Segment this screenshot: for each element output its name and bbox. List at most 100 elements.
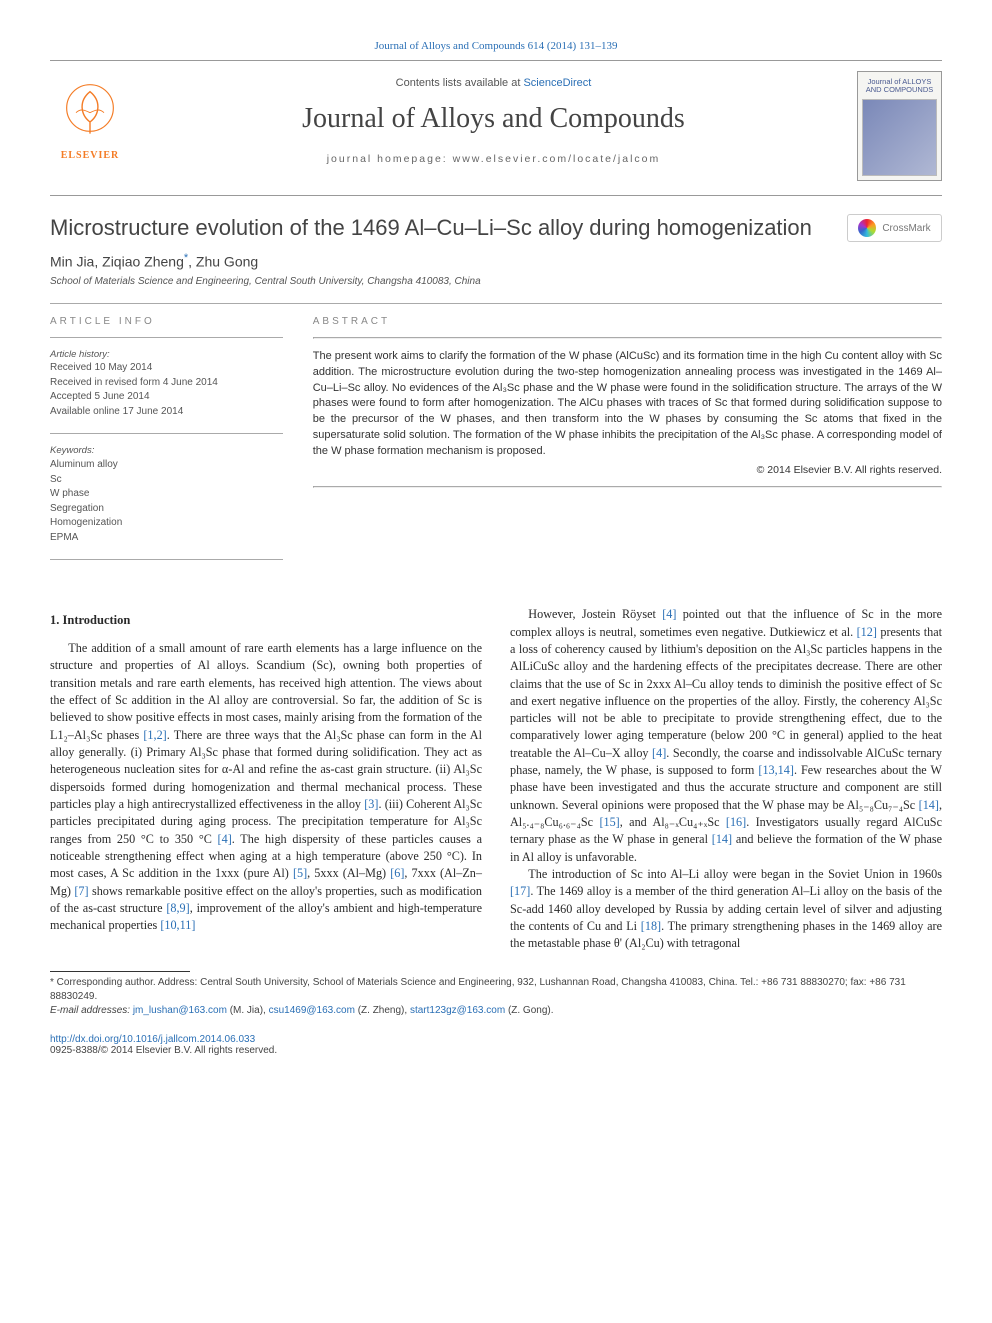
- footnotes: * Corresponding author. Address: Central…: [50, 976, 942, 1018]
- history-block: Article history: Received 10 May 2014 Re…: [50, 348, 283, 420]
- running-citation: Journal of Alloys and Compounds 614 (201…: [50, 40, 942, 52]
- horizontal-rule: [50, 303, 942, 304]
- email-who: (M. Jia): [230, 1005, 263, 1016]
- email-line: E-mail addresses: jm_lushan@163.com (M. …: [50, 1004, 942, 1018]
- info-abstract-row: ARTICLE INFO Article history: Received 1…: [50, 316, 942, 571]
- email-link[interactable]: start123gz@163.com: [410, 1005, 505, 1016]
- identifier-block: http://dx.doi.org/10.1016/j.jallcom.2014…: [50, 1034, 942, 1056]
- text-run: , and Al₈₋ₓCu₄₊ₓSc: [620, 815, 726, 829]
- issn-copyright: 0925-8388/© 2014 Elsevier B.V. All right…: [50, 1045, 942, 1056]
- citation-link[interactable]: [4]: [662, 607, 676, 621]
- corr-asterisk: *: [184, 252, 188, 264]
- citation-link[interactable]: [10,11]: [160, 918, 195, 932]
- homepage-url[interactable]: www.elsevier.com/locate/jalcom: [453, 153, 661, 165]
- author: Ziqiao Zheng: [102, 254, 184, 270]
- citation-link[interactable]: [7]: [74, 884, 88, 898]
- footnote-separator: [50, 971, 190, 972]
- citation-link[interactable]: [8,9]: [166, 901, 189, 915]
- keyword: Segregation: [50, 502, 283, 517]
- keyword: EPMA: [50, 531, 283, 546]
- doi-link[interactable]: http://dx.doi.org/10.1016/j.jallcom.2014…: [50, 1034, 255, 1045]
- journal-cover-thumbnail: Journal of ALLOYS AND COMPOUNDS: [857, 71, 942, 181]
- affiliation: School of Materials Science and Engineer…: [50, 276, 942, 287]
- citation-link[interactable]: [14]: [712, 832, 732, 846]
- citation-link[interactable]: [16]: [726, 815, 746, 829]
- citation-link[interactable]: [1,2]: [143, 728, 166, 742]
- keyword: Homogenization: [50, 516, 283, 531]
- masthead-center: Contents lists available at ScienceDirec…: [150, 71, 837, 165]
- keywords-block: Keywords: Aluminum alloy Sc W phase Segr…: [50, 444, 283, 545]
- body-paragraph: The introduction of Sc into Al–Li alloy …: [510, 866, 942, 953]
- citation-link[interactable]: [4]: [218, 832, 232, 846]
- citation-link[interactable]: [14]: [919, 798, 939, 812]
- citation-link[interactable]: [18]: [641, 919, 661, 933]
- text-run: , 5xxx (Al–Mg): [307, 866, 390, 880]
- keyword: Aluminum alloy: [50, 458, 283, 473]
- history-line: Received 10 May 2014: [50, 361, 283, 376]
- abstract-column: ABSTRACT The present work aims to clarif…: [313, 316, 942, 571]
- crossmark-label: CrossMark: [882, 223, 930, 234]
- publisher-name: ELSEVIER: [61, 150, 120, 161]
- body-paragraph: However, Jostein Röyset [4] pointed out …: [510, 606, 942, 866]
- abstract-copyright: © 2014 Elsevier B.V. All rights reserved…: [313, 464, 942, 476]
- horizontal-rule: [50, 433, 283, 434]
- article-info: ARTICLE INFO Article history: Received 1…: [50, 316, 283, 571]
- keywords-label: Keywords:: [50, 444, 283, 458]
- email-link[interactable]: csu1469@163.com: [269, 1005, 355, 1016]
- contents-prefix: Contents lists available at: [396, 77, 524, 89]
- sciencedirect-link[interactable]: ScienceDirect: [523, 77, 591, 89]
- history-line: Available online 17 June 2014: [50, 405, 283, 420]
- citation-link[interactable]: [17]: [510, 884, 530, 898]
- citation-link[interactable]: [13,14]: [758, 763, 794, 777]
- abstract-text: The present work aims to clarify the for…: [313, 349, 942, 461]
- horizontal-rule: [50, 559, 283, 560]
- elsevier-tree-icon: [55, 80, 125, 150]
- journal-name: Journal of Alloys and Compounds: [150, 103, 837, 135]
- section-heading: 1. Introduction: [50, 612, 482, 630]
- article-title: Microstructure evolution of the 1469 Al–…: [50, 214, 847, 242]
- horizontal-rule: [313, 337, 942, 339]
- history-line: Accepted 5 June 2014: [50, 390, 283, 405]
- horizontal-rule: [50, 60, 942, 61]
- corr-note: * Corresponding author. Address: Central…: [50, 976, 942, 1004]
- article-info-heading: ARTICLE INFO: [50, 316, 283, 327]
- email-link[interactable]: jm_lushan@163.com: [133, 1005, 227, 1016]
- title-row: Microstructure evolution of the 1469 Al–…: [50, 214, 942, 242]
- text-run: However, Jostein Röyset: [528, 607, 662, 621]
- citation-link[interactable]: [6]: [390, 866, 404, 880]
- email-label: E-mail addresses:: [50, 1005, 130, 1016]
- citation-link[interactable]: [5]: [293, 866, 307, 880]
- body-columns: 1. Introduction The addition of a small …: [50, 606, 942, 953]
- citation-link[interactable]: [4]: [652, 746, 666, 760]
- history-line: Received in revised form 4 June 2014: [50, 376, 283, 391]
- author: Zhu Gong: [196, 254, 258, 270]
- history-label: Article history:: [50, 348, 283, 362]
- citation-link[interactable]: [15]: [599, 815, 619, 829]
- cover-title: Journal of ALLOYS AND COMPOUNDS: [862, 78, 937, 95]
- text-run: The introduction of Sc into Al–Li alloy …: [528, 867, 942, 881]
- horizontal-rule: [313, 486, 942, 488]
- keyword: W phase: [50, 487, 283, 502]
- citation-link[interactable]: [12]: [857, 625, 877, 639]
- publisher-logo: ELSEVIER: [50, 71, 130, 161]
- abstract-heading: ABSTRACT: [313, 316, 942, 327]
- email-who: (Z. Gong): [508, 1005, 551, 1016]
- text-run: The addition of a small amount of rare e…: [50, 641, 482, 742]
- crossmark-icon: [858, 219, 876, 237]
- horizontal-rule: [50, 195, 942, 196]
- homepage-prefix: journal homepage:: [327, 153, 453, 165]
- masthead: ELSEVIER Contents lists available at Sci…: [50, 71, 942, 181]
- cover-image-placeholder: [862, 99, 937, 177]
- citation-link[interactable]: [3]: [364, 797, 378, 811]
- horizontal-rule: [50, 337, 283, 338]
- author: Min Jia: [50, 254, 94, 270]
- body-paragraph: The addition of a small amount of rare e…: [50, 640, 482, 935]
- keyword: Sc: [50, 473, 283, 488]
- text-run: structure: [120, 901, 167, 915]
- crossmark-badge[interactable]: CrossMark: [847, 214, 942, 242]
- journal-homepage: journal homepage: www.elsevier.com/locat…: [150, 153, 837, 165]
- text-run: presents that a loss of coherency caused…: [510, 625, 942, 760]
- email-who: (Z. Zheng): [358, 1005, 405, 1016]
- contents-line: Contents lists available at ScienceDirec…: [150, 77, 837, 89]
- authors: Min Jia, Ziqiao Zheng*, Zhu Gong: [50, 252, 942, 270]
